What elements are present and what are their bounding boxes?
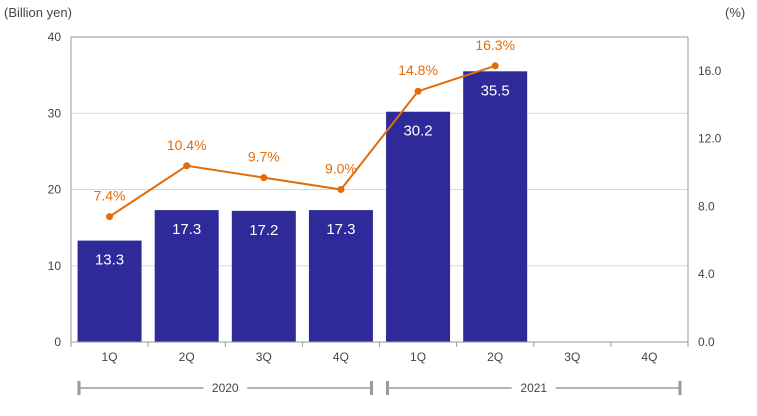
right-tick-label: 4.0 [698,267,715,281]
x-tick-label: 3Q [256,350,272,364]
bar-series [77,71,528,342]
year-bracket-end [386,381,389,395]
x-axis-ticks: 1Q 2Q 3Q 4Q 1Q 2Q 3Q 4Q [70,342,689,364]
left-axis-ticks: 0 10 20 30 40 [48,30,62,349]
bar [154,210,219,342]
ratio-label: 16.3% [475,37,515,53]
bar [308,210,373,342]
bar [231,210,296,342]
year-bracket-end [370,381,373,395]
line-series [106,62,499,221]
bar-value-label: 17.3 [172,221,201,238]
right-axis-ticks: 0.0 4.0 8.0 12.0 16.0 [698,64,722,349]
right-tick-label: 8.0 [698,199,715,213]
x-tick-label: 4Q [333,350,349,364]
ratio-label: 7.4% [94,188,126,204]
ratio-point [491,62,499,70]
x-tick-label: 2Q [179,350,195,364]
ratio-line [109,64,496,218]
year-label: 2020 [212,381,239,395]
bar-value-label: 17.3 [326,221,355,238]
x-tick-label: 1Q [102,350,118,364]
ratio-point [414,87,422,95]
year-bracket-end [77,381,81,395]
right-tick-label: 16.0 [698,64,722,78]
ratio-point [106,213,114,221]
ratio-point [260,174,268,182]
ratio-label: 9.7% [248,149,280,165]
left-tick-label: 30 [48,106,62,120]
ratio-point [183,162,191,170]
bar-value-label: 17.2 [249,222,278,239]
ratio-label: 9.0% [325,161,357,177]
x-tick-label: 3Q [564,350,580,364]
right-tick-label: 0.0 [698,335,715,349]
bar [386,111,451,342]
ratio-label: 10.4% [167,137,207,153]
bar-value-label: 13.3 [95,252,124,269]
left-tick-label: 20 [48,183,62,197]
left-tick-label: 40 [48,30,62,44]
line-value-labels: 7.4% 10.4% 9.7% 9.0% 14.8% 16.3% [94,37,515,204]
right-axis-unit: (%) [725,5,745,20]
left-tick-label: 10 [48,259,62,273]
x-tick-label: 4Q [641,350,657,364]
year-label: 2021 [520,381,547,395]
x-tick-label: 2Q [487,350,503,364]
bar [77,240,142,342]
year-bracket-end [678,381,682,395]
x-tick-label: 1Q [410,350,426,364]
year-groups: 2020 2021 [77,381,682,395]
bar-value-label: 30.2 [403,123,432,140]
ratio-point [337,186,345,193]
bar [463,71,528,342]
left-axis-unit: (Billion yen) [4,5,72,20]
bar-value-labels: 13.3 17.3 17.2 17.3 30.2 35.5 [95,82,510,268]
ratio-label: 14.8% [398,62,438,78]
right-tick-label: 12.0 [698,132,722,146]
left-tick-label: 0 [54,335,61,349]
bar-value-label: 35.5 [481,82,510,99]
